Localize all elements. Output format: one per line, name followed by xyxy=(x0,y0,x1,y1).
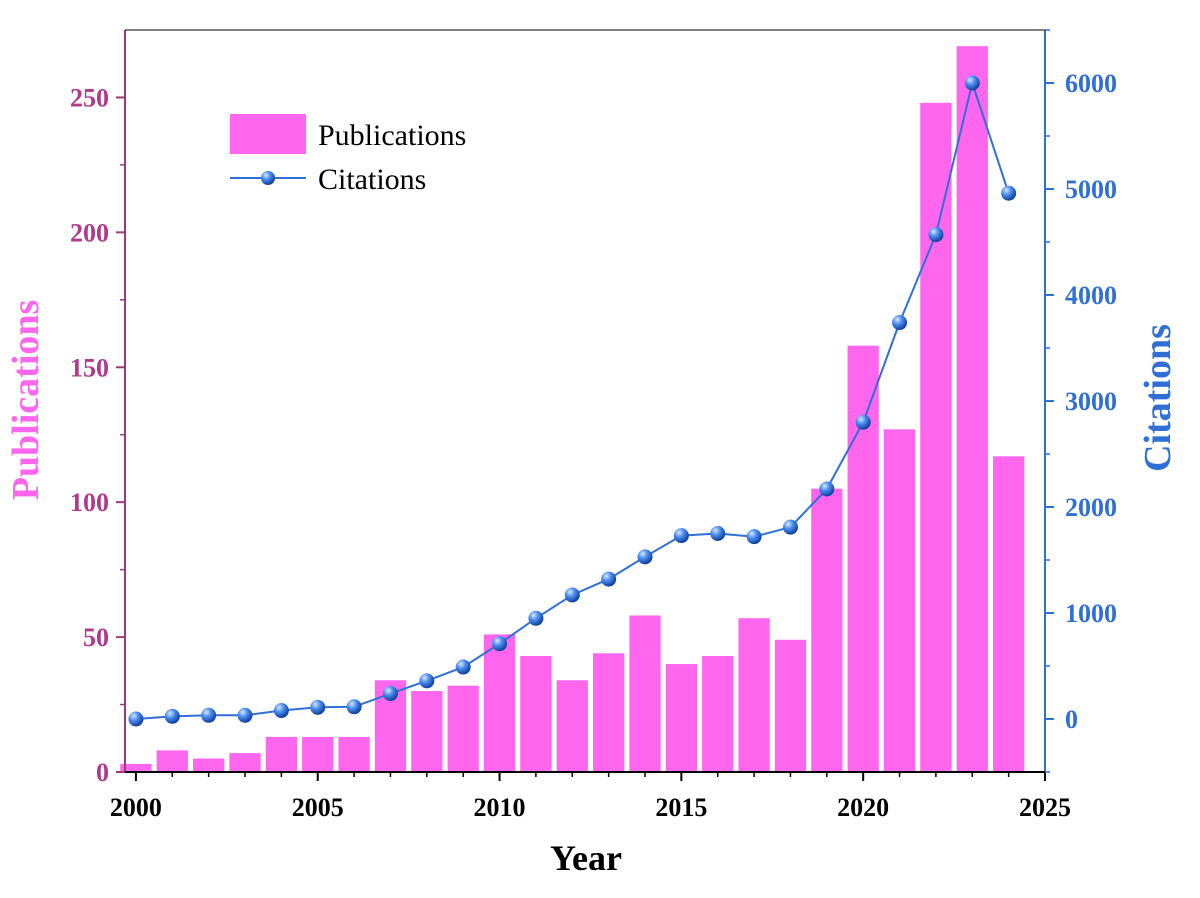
bar-2008 xyxy=(411,691,443,772)
citation-point-2007 xyxy=(382,686,398,702)
legend-swatch-publications xyxy=(230,114,306,154)
citation-point-2004 xyxy=(273,703,289,719)
citation-point-2000 xyxy=(128,711,144,727)
bar-2019 xyxy=(811,488,843,772)
y-right-tick-label-3000: 3000 xyxy=(1065,387,1117,416)
citation-point-2010 xyxy=(492,636,508,652)
bar-2016 xyxy=(702,655,734,772)
citation-point-2023 xyxy=(964,75,980,91)
bar-2005 xyxy=(302,736,334,772)
citation-point-2013 xyxy=(601,571,617,587)
bar-2003 xyxy=(229,753,261,772)
legend-label-citations: Citations xyxy=(318,163,426,196)
citation-point-2003 xyxy=(237,707,253,723)
bar-2014 xyxy=(629,615,661,772)
citation-point-2005 xyxy=(310,699,326,715)
bar-2001 xyxy=(156,750,188,772)
citation-point-2016 xyxy=(710,526,726,541)
x-tick-label-2000: 2000 xyxy=(110,793,162,822)
bar-2004 xyxy=(265,736,297,772)
bar-2009 xyxy=(447,685,479,772)
citation-point-2001 xyxy=(164,708,180,724)
bar-2022 xyxy=(920,102,952,773)
right-axis-label: Citations xyxy=(1137,324,1179,472)
y-left-tick-label-250: 250 xyxy=(70,83,109,112)
citation-point-2008 xyxy=(419,673,435,689)
citation-point-2006 xyxy=(346,699,362,715)
legend-label-publications: Publications xyxy=(318,119,466,152)
citation-point-2024 xyxy=(1001,185,1017,201)
bar-2012 xyxy=(556,680,588,772)
citation-point-2017 xyxy=(746,529,762,545)
citation-point-2018 xyxy=(782,519,798,535)
bar-2013 xyxy=(593,653,625,772)
bar-2021 xyxy=(883,429,916,772)
y-right-tick-label-4000: 4000 xyxy=(1065,281,1117,310)
bar-2010 xyxy=(483,634,516,772)
legend-marker-citations xyxy=(261,171,275,185)
left-axis-label: Publications xyxy=(5,300,47,501)
y-right-tick-label-2000: 2000 xyxy=(1065,493,1117,522)
y-right-tick-label-6000: 6000 xyxy=(1065,69,1117,98)
y-right-tick-label-5000: 5000 xyxy=(1065,175,1117,204)
x-tick-label-2020: 2020 xyxy=(837,793,889,822)
citation-point-2020 xyxy=(855,414,871,430)
tick-labels: 2000 2005 2010 2015 2020 2025 0 50 100 150 200 250 0… xyxy=(70,69,1117,822)
x-tick-label-2010: 2010 xyxy=(474,793,526,822)
bar-2023 xyxy=(956,46,988,773)
x-tick-label-2025: 2025 xyxy=(1019,793,1071,822)
y-left-tick-label-200: 200 xyxy=(70,218,109,247)
citation-point-2019 xyxy=(819,481,835,497)
bar-2017 xyxy=(738,618,770,772)
y-right-tick-label-0: 0 xyxy=(1065,705,1078,734)
bar-2006 xyxy=(338,736,370,772)
citation-point-2011 xyxy=(528,610,544,626)
y-left-tick-label-50: 50 xyxy=(83,623,109,652)
citation-point-2021 xyxy=(892,315,908,331)
y-right-tick-label-1000: 1000 xyxy=(1065,599,1117,628)
y-left-tick-label-0: 0 xyxy=(96,758,109,787)
x-tick-label-2005: 2005 xyxy=(292,793,344,822)
x-axis-label: Year xyxy=(550,838,622,878)
publication-bars xyxy=(120,46,1025,773)
citation-point-2014 xyxy=(637,549,653,565)
citation-point-2002 xyxy=(201,707,217,723)
citation-point-2022 xyxy=(928,227,944,243)
citation-point-2012 xyxy=(564,587,580,603)
bar-2015 xyxy=(665,664,697,772)
legend: Publications Citations xyxy=(230,114,466,196)
bar-2002 xyxy=(193,758,225,772)
bar-2020 xyxy=(847,345,879,772)
citation-line-series xyxy=(128,75,1017,727)
citation-point-2015 xyxy=(673,528,689,544)
y-left-tick-label-150: 150 xyxy=(70,353,109,382)
y-left-tick-label-100: 100 xyxy=(70,488,109,517)
bar-2011 xyxy=(520,655,552,772)
x-tick-label-2015: 2015 xyxy=(655,793,707,822)
citation-point-2009 xyxy=(455,659,471,675)
bar-2024 xyxy=(993,456,1025,772)
bar-2000 xyxy=(120,763,152,772)
tick-marks xyxy=(116,29,1054,781)
bar-2018 xyxy=(774,639,807,772)
